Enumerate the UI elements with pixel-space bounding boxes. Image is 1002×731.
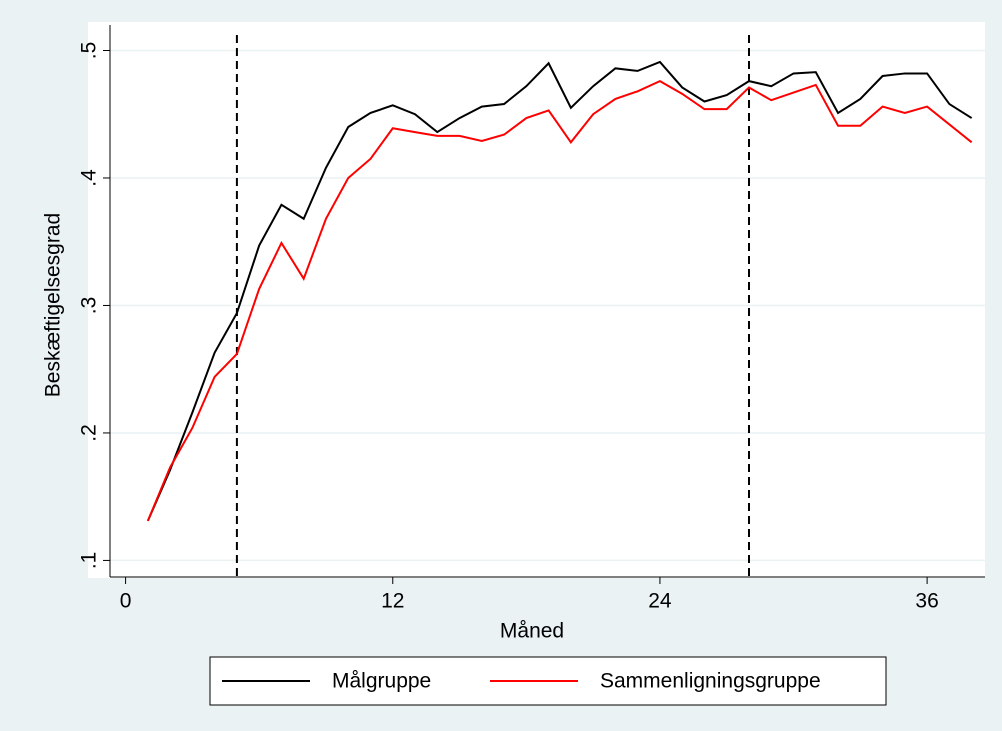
y-tick-label: .5 (78, 42, 101, 60)
x-axis-title: Måned (500, 620, 564, 643)
x-tick-label: 36 (915, 590, 938, 613)
x-tick-label: 0 (120, 590, 132, 613)
series-line (146, 60, 973, 522)
y-tick-label: .1 (78, 552, 101, 570)
series-line (146, 79, 973, 522)
y-tick-label: .3 (78, 297, 101, 315)
y-axis-title: Beskæftigelsesgrad (42, 213, 65, 397)
y-tick-label: .4 (78, 169, 101, 187)
y-tick-label: .2 (78, 424, 101, 442)
x-tick-label: 12 (381, 590, 404, 613)
legend-label: Målgruppe (332, 670, 431, 693)
x-tick-label: 24 (648, 590, 672, 613)
legend-label: Sammenligningsgruppe (600, 670, 821, 693)
